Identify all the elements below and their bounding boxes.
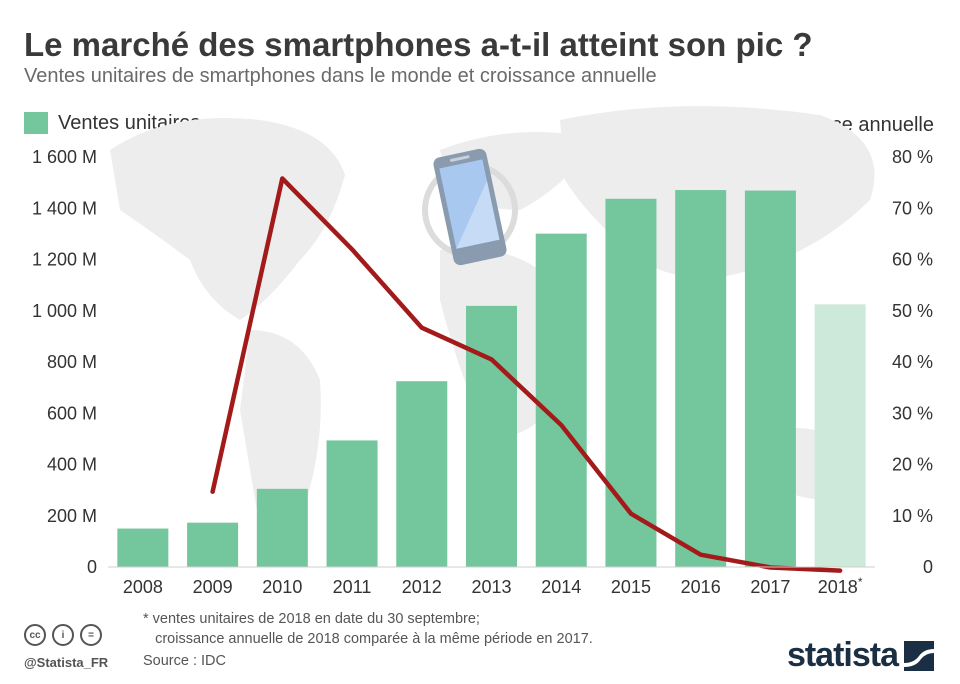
growth-line-layer — [210, 176, 843, 573]
bars — [117, 190, 866, 568]
bar-2018 — [814, 304, 866, 567]
bar-2011 — [326, 440, 378, 567]
social-handle: @Statista_FR — [24, 655, 109, 670]
source: Source : IDC — [143, 653, 226, 669]
phone-screen-glare — [456, 180, 500, 249]
bar-2008 — [117, 528, 169, 567]
x-tick: 2016 — [681, 577, 721, 597]
brand[interactable]: statista — [787, 636, 934, 675]
phone-speaker — [449, 155, 470, 162]
bar-2017 — [744, 190, 796, 567]
statista-logo-icon — [904, 640, 934, 671]
x-tick: 2017 — [750, 577, 790, 597]
license-icons: cc i = — [24, 624, 102, 646]
x-tick: 2010 — [262, 577, 302, 597]
bar-2009 — [187, 522, 239, 567]
cc-icon: cc — [24, 624, 46, 646]
y-tick-right: 60 % — [892, 250, 933, 270]
by-icon: i — [52, 624, 74, 646]
x-tick: 2009 — [193, 577, 233, 597]
axes: 0 200 M 400 M 600 M 800 M 1 000 M 1 200 M 1 400… — [32, 147, 933, 597]
x-tick: 2013 — [471, 577, 511, 597]
bar-2016 — [675, 190, 727, 567]
bar-2013 — [466, 305, 517, 567]
y-tick-left: 0 — [87, 557, 97, 577]
smartphone-icon — [422, 148, 518, 266]
bar-2015 — [605, 198, 657, 568]
y-tick-left: 600 M — [47, 403, 97, 423]
chart-title: Le marché des smartphones a-t-il atteint… — [24, 26, 813, 63]
bar-2012 — [396, 381, 448, 567]
bar-2010 — [256, 488, 308, 567]
x-tick-asterisk: * — [858, 575, 863, 589]
nd-icon: = — [80, 624, 102, 646]
y-tick-right: 10 % — [892, 506, 933, 526]
continent-shape — [110, 118, 345, 320]
y-tick-right: 70 % — [892, 198, 933, 218]
x-tick: 2014 — [541, 577, 581, 597]
phone-body — [433, 148, 507, 266]
legend-bar-swatch — [24, 112, 48, 134]
bar-2014 — [535, 233, 587, 567]
chart-subtitle: Ventes unitaires de smartphones dans le … — [24, 65, 657, 87]
y-tick-left: 1 600 M — [32, 147, 97, 167]
y-tick-right: 0 — [923, 557, 933, 577]
y-tick-left: 400 M — [47, 455, 97, 475]
x-tick: 2008 — [123, 577, 163, 597]
x-tick: 2015 — [611, 577, 651, 597]
y-tick-right: 30 % — [892, 403, 933, 423]
growth-line — [210, 176, 843, 573]
y-tick-left: 200 M — [47, 506, 97, 526]
y-tick-right: 20 % — [892, 455, 933, 475]
footnote: * ventes unitaires de 2018 en date du 30… — [143, 611, 593, 647]
x-tick: 2011 — [333, 577, 372, 597]
x-tick: 2012 — [402, 577, 442, 597]
y-tick-left: 1 200 M — [32, 250, 97, 270]
statista-logo-shape — [904, 648, 934, 667]
brand-name: statista — [786, 636, 899, 674]
y-tick-left: 1 400 M — [32, 198, 97, 218]
y-tick-right: 80 % — [892, 147, 933, 167]
x-tick: 2018* — [818, 575, 863, 597]
y-tick-left: 1 000 M — [32, 301, 97, 321]
y-tick-left: 800 M — [47, 352, 97, 372]
y-tick-right: 50 % — [892, 301, 933, 321]
y-tick-right: 40 % — [892, 352, 933, 372]
